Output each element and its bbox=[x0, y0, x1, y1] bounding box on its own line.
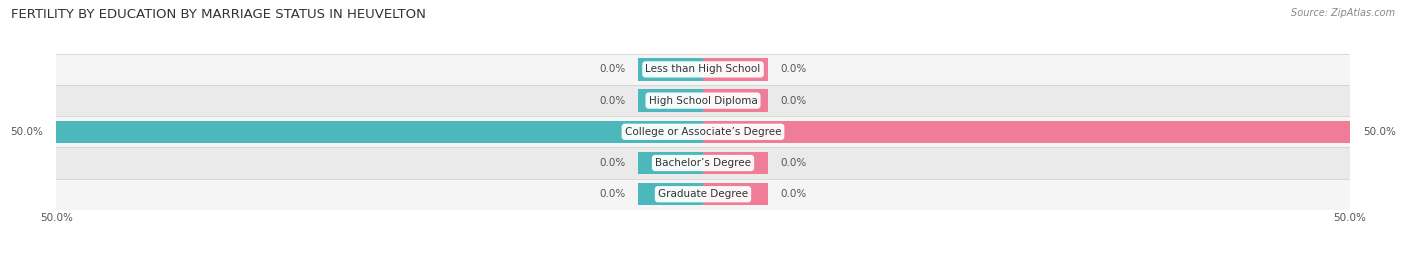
Bar bbox=[638, 89, 703, 112]
Bar bbox=[703, 152, 768, 174]
Text: 0.0%: 0.0% bbox=[780, 64, 807, 75]
Text: FERTILITY BY EDUCATION BY MARRIAGE STATUS IN HEUVELTON: FERTILITY BY EDUCATION BY MARRIAGE STATU… bbox=[11, 8, 426, 21]
Text: High School Diploma: High School Diploma bbox=[648, 95, 758, 106]
Text: Source: ZipAtlas.com: Source: ZipAtlas.com bbox=[1291, 8, 1395, 18]
Bar bbox=[56, 116, 1350, 147]
Bar bbox=[56, 85, 1350, 116]
Bar bbox=[56, 54, 1350, 85]
Text: 0.0%: 0.0% bbox=[599, 158, 626, 168]
Text: 0.0%: 0.0% bbox=[599, 189, 626, 199]
Text: 0.0%: 0.0% bbox=[780, 189, 807, 199]
Bar bbox=[56, 179, 1350, 210]
Text: Bachelor’s Degree: Bachelor’s Degree bbox=[655, 158, 751, 168]
Bar bbox=[703, 121, 1350, 143]
Bar bbox=[703, 89, 768, 112]
Bar bbox=[703, 58, 768, 81]
Legend: Married, Unmarried: Married, Unmarried bbox=[633, 267, 773, 269]
Bar bbox=[638, 152, 703, 174]
Text: Less than High School: Less than High School bbox=[645, 64, 761, 75]
Text: 0.0%: 0.0% bbox=[780, 95, 807, 106]
Bar bbox=[703, 183, 768, 206]
Text: Graduate Degree: Graduate Degree bbox=[658, 189, 748, 199]
Text: 50.0%: 50.0% bbox=[1362, 127, 1396, 137]
Bar bbox=[638, 58, 703, 81]
Text: College or Associate’s Degree: College or Associate’s Degree bbox=[624, 127, 782, 137]
Bar bbox=[56, 147, 1350, 179]
Text: 0.0%: 0.0% bbox=[780, 158, 807, 168]
Text: 0.0%: 0.0% bbox=[599, 95, 626, 106]
Bar bbox=[56, 121, 703, 143]
Bar bbox=[638, 183, 703, 206]
Text: 0.0%: 0.0% bbox=[599, 64, 626, 75]
Text: 50.0%: 50.0% bbox=[10, 127, 44, 137]
